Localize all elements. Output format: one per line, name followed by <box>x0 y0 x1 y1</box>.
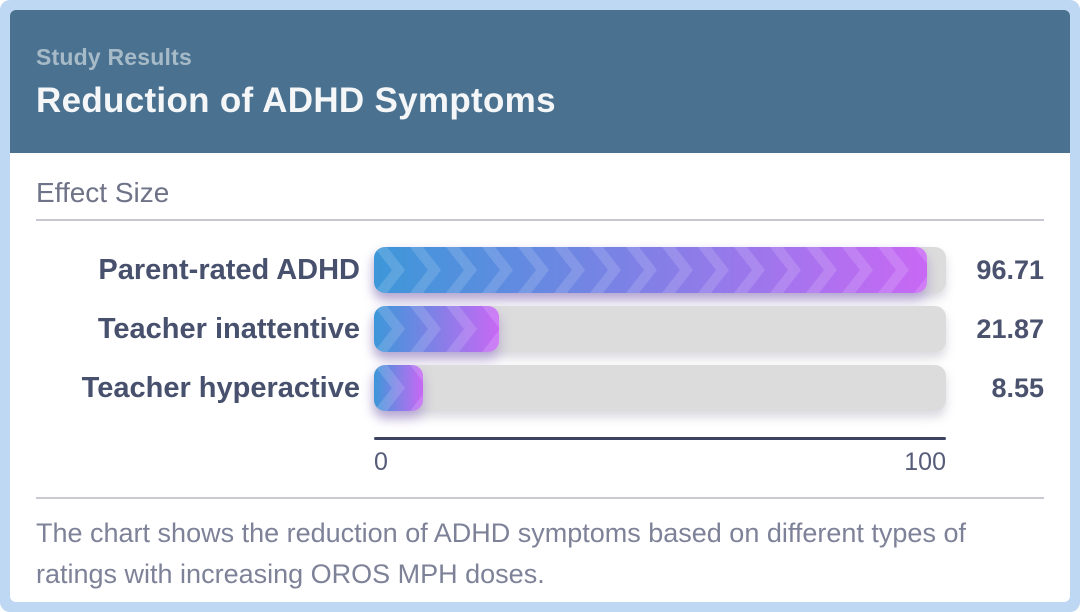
bar-label: Teacher inattentive <box>97 312 360 345</box>
axis-ticks: 0 100 <box>374 448 946 477</box>
bar-track <box>374 365 946 411</box>
bar-value: 8.55 <box>991 372 1044 403</box>
tick-max: 100 <box>904 448 946 476</box>
bar-segment <box>374 306 500 352</box>
bottom-divider <box>36 497 1044 499</box>
chevron-pattern-icon <box>374 365 423 411</box>
bar-label: Parent-rated ADHD <box>98 253 360 286</box>
bar-segment <box>374 365 423 411</box>
card-title: Reduction of ADHD Symptoms <box>36 81 556 120</box>
chart-caption: The chart shows the reduction of ADHD sy… <box>36 518 966 589</box>
bar-segment <box>374 247 928 293</box>
chevron-pattern-icon <box>374 306 500 352</box>
top-divider <box>36 219 1044 221</box>
bar-chart: Parent-rated ADHD 96.71 Teacher inattentiv… <box>36 247 1044 411</box>
bar-label: Teacher hyperactive <box>81 371 360 404</box>
chevron-pattern-icon <box>374 247 928 293</box>
card-header: Study Results Reduction of ADHD Symptoms <box>10 10 1070 153</box>
bar-track <box>374 247 946 293</box>
study-results-card: Study Results Reduction of ADHD Symptoms… <box>10 10 1070 602</box>
section-label: Effect Size <box>36 177 170 208</box>
tick-min: 0 <box>374 448 388 476</box>
axis-line <box>374 437 946 440</box>
x-axis: 0 100 <box>36 437 1044 477</box>
card-content: Effect Size Parent-rated ADHD 96.71 Teache… <box>10 177 1070 594</box>
bar-track <box>374 306 946 352</box>
card-eyebrow: Study Results <box>36 44 192 70</box>
bar-value: 96.71 <box>976 254 1044 285</box>
bar-value: 21.87 <box>976 313 1044 344</box>
